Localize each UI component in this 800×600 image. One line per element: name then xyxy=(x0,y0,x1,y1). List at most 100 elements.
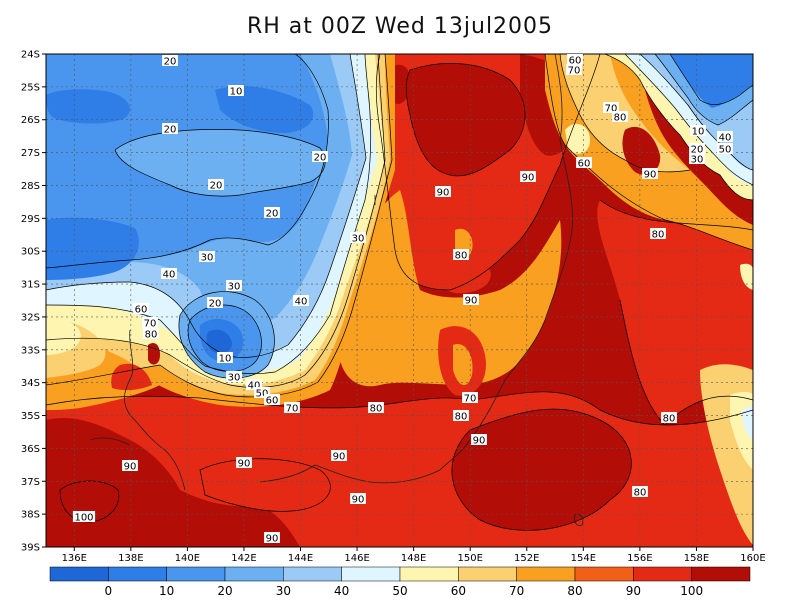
contour-label-bg xyxy=(661,412,677,423)
lat-tick-label: 38S xyxy=(21,510,40,521)
contour-label: 10 xyxy=(219,354,232,365)
color-bar-swatch xyxy=(341,566,401,582)
color-bar-swatch xyxy=(224,566,284,582)
lat-tick-label: 29S xyxy=(21,214,40,225)
contour-label-bg xyxy=(567,54,583,65)
lon-tick-label: 146E xyxy=(344,553,369,564)
color-bar-tick-label: 10 xyxy=(159,584,174,598)
contour-line-dry-edge xyxy=(46,54,329,269)
lat-tick-label: 27S xyxy=(21,148,40,159)
lat-tick-label: 34S xyxy=(21,378,40,389)
contour-label: 90 xyxy=(465,296,478,307)
contour-label: 20 xyxy=(314,153,327,164)
contour-label-bg xyxy=(293,295,309,306)
color-bar-tick-label: 50 xyxy=(392,584,407,598)
contour-label-bg xyxy=(161,268,177,279)
contour-label: 30 xyxy=(228,282,241,293)
lat-tick-label: 32S xyxy=(21,312,40,323)
contour-label: 10 xyxy=(692,127,705,138)
rh-dry-south-center xyxy=(206,329,232,354)
contour-label: 40 xyxy=(163,270,176,281)
contour-label: 90 xyxy=(238,459,251,470)
contour-label-bg xyxy=(453,410,469,421)
rh-band-40-50-east-edge xyxy=(742,405,753,440)
contour-line-east-6 xyxy=(654,54,753,126)
contour-label: 90 xyxy=(333,452,346,463)
color-bar-tick-label: 70 xyxy=(509,584,524,598)
contour-label: 90 xyxy=(644,170,657,181)
lat-tick-label: 26S xyxy=(21,115,40,126)
contour-label: 50 xyxy=(719,145,732,156)
lon-tick-label: 156E xyxy=(627,553,652,564)
rh-dry-west-edge xyxy=(46,217,139,280)
contour-label: 30 xyxy=(691,155,704,166)
lon-tick-label: 138E xyxy=(118,553,143,564)
lon-tick-label: 152E xyxy=(514,553,539,564)
contour-label-bg xyxy=(471,434,487,445)
contour-label-bg xyxy=(331,450,347,461)
contour-line-east-south-2 xyxy=(619,299,753,426)
contour-label: 70 xyxy=(464,394,477,405)
contour-label-bg xyxy=(228,85,244,96)
contour-label: 70 xyxy=(286,404,299,415)
lon-tick-label: 150E xyxy=(457,553,482,564)
contour-label-bg xyxy=(199,251,215,262)
contour-label-bg xyxy=(142,317,158,328)
contour-label-bg xyxy=(350,493,366,504)
contour-label-bg xyxy=(690,125,706,136)
color-bar-tick-label: 90 xyxy=(626,584,641,598)
contour-label: 80 xyxy=(455,251,468,262)
contour-label-bg xyxy=(264,207,280,218)
contour-label-bg xyxy=(264,532,280,543)
color-bar: 0 10 20 30 40 50 60 70 80 90 100 xyxy=(49,566,751,598)
contour-label-bg xyxy=(208,179,224,190)
contour-label: 20 xyxy=(210,181,223,192)
rh-band-70-80-pocket xyxy=(453,344,473,386)
lat-tick-label: 33S xyxy=(21,345,40,356)
contour-label: 30 xyxy=(201,253,214,264)
contour-label-bg xyxy=(207,297,223,308)
contour-label-bg xyxy=(162,55,178,66)
rh-band-90-100-north-core xyxy=(406,63,525,176)
contour-label: 80 xyxy=(652,230,665,241)
contour-label: 40 xyxy=(248,381,261,392)
rh-band-50-60-coast xyxy=(46,317,81,355)
contour-label-bg xyxy=(453,249,469,260)
rh-band-70-80-central xyxy=(334,190,562,387)
color-bar-tick-label: 80 xyxy=(567,584,582,598)
contour-label-bg xyxy=(226,371,242,382)
contour-label-bg xyxy=(246,379,262,390)
contour-label-bg xyxy=(612,111,628,122)
lat-tick-label: 39S xyxy=(21,543,40,554)
contour-label-bg xyxy=(462,392,478,403)
contour-label-bg xyxy=(435,186,451,197)
contour-label-bg xyxy=(650,228,666,239)
lon-tick-label: 142E xyxy=(231,553,256,564)
contour-label: 60 xyxy=(135,305,148,316)
lon-tick-label: 136E xyxy=(62,553,87,564)
color-bar-swatch xyxy=(574,566,634,582)
color-bar-swatch xyxy=(633,566,692,582)
contour-label: 80 xyxy=(145,330,158,341)
contour-label: 20 xyxy=(266,209,279,220)
contour-label-bg xyxy=(689,153,705,164)
contour-line-east-7 xyxy=(669,54,753,105)
contour-label-bg xyxy=(717,131,733,142)
lon-tick-label: 154E xyxy=(571,553,596,564)
contour-label-bg xyxy=(72,511,96,522)
contour-label: 90 xyxy=(473,436,486,447)
contour-label: 90 xyxy=(266,534,279,545)
lon-tick-label: 148E xyxy=(401,553,426,564)
contour-line-mid xyxy=(46,54,372,374)
contour-label-bg xyxy=(689,143,705,154)
contour-line-outermost xyxy=(46,54,393,398)
contour-label: 10 xyxy=(230,87,243,98)
contour-label: 20 xyxy=(164,57,177,68)
contour-label: 90 xyxy=(124,462,137,473)
lat-tick-label: 25S xyxy=(21,82,40,93)
contour-label-bg xyxy=(162,123,178,134)
contour-label: 100 xyxy=(74,513,93,524)
contour-line-north-2 xyxy=(405,63,526,177)
